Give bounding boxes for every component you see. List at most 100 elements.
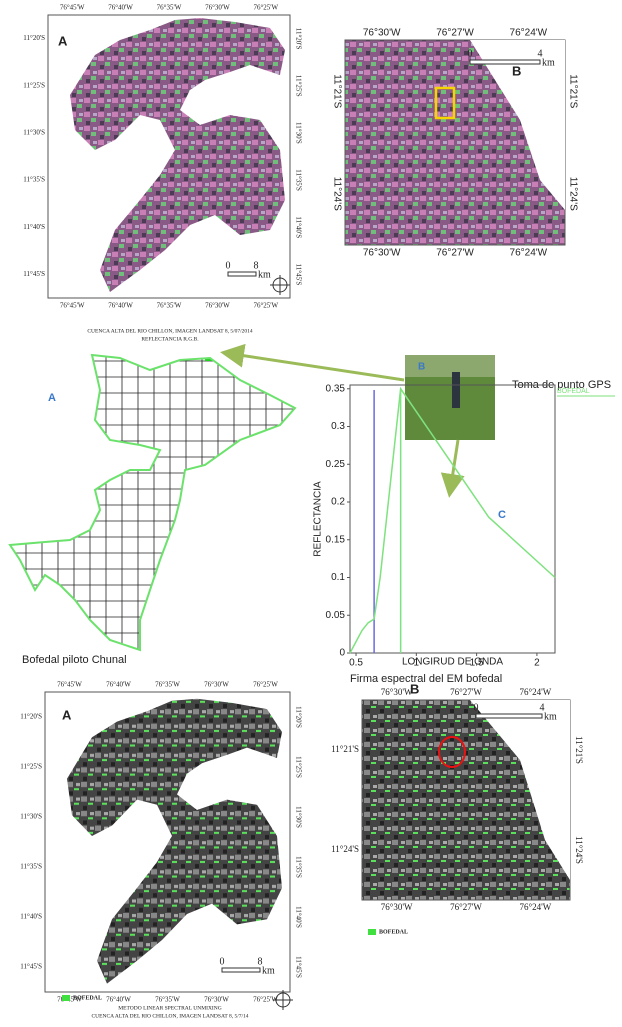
lon-label: 76°27'W <box>450 902 482 912</box>
photo-label: B <box>418 362 425 373</box>
lon-label: 76°25'W <box>253 302 278 310</box>
lat-label: 11°24'S <box>331 844 359 854</box>
lon-label: 76°24'W <box>519 902 551 912</box>
y-tick-label: 0 <box>339 648 345 659</box>
x-tick-label: 2 <box>534 658 540 669</box>
lat-label: 11°30'S <box>294 122 302 144</box>
map-caption: METODO LINEAR SPECTRAL UNMIXING <box>118 1005 221 1011</box>
grid-caption: Bofedal piloto Chunal <box>22 654 127 666</box>
map-label: A <box>58 33 68 48</box>
scale-bar <box>222 968 260 972</box>
lon-label: 76°25'W <box>253 681 278 689</box>
lat-label: 11°45'S <box>20 963 42 971</box>
legend-label: BOFEDAL <box>73 995 102 1001</box>
lat-label: 11°24'S <box>331 177 342 211</box>
lon-label: 76°40'W <box>106 996 131 1004</box>
lat-label: 11°45'S <box>294 264 302 286</box>
y-tick-label: 0.1 <box>331 572 345 583</box>
lat-label: 11°25'S <box>294 756 302 778</box>
lat-label: 11°45'S <box>23 270 45 278</box>
lat-label: 11°40'S <box>294 906 302 928</box>
lon-label: 76°30'W <box>381 687 413 697</box>
scale-bar <box>476 714 542 718</box>
lat-label: 11°25'S <box>23 81 45 89</box>
lon-label: 76°30'W <box>205 4 230 12</box>
lat-label: 11°20'S <box>20 713 42 721</box>
lon-label: 76°27'W <box>436 248 474 259</box>
lon-label: 76°30'W <box>204 681 229 689</box>
scale-label: 0 <box>226 260 231 271</box>
page: 76°45'W 76°45'W 76°40'W 76°40'W 76°35'W 76°35… <box>0 0 622 1027</box>
chart-caption: Firma espectral del EM bofedal <box>350 673 502 685</box>
lon-label: 76°30'W <box>363 28 401 39</box>
map-label: A <box>62 707 72 722</box>
scale-unit: km <box>544 711 557 722</box>
lon-label: 76°30'W <box>205 302 230 310</box>
lon-label: 76°30'W <box>381 902 413 912</box>
lat-label: 11°45'S <box>294 956 302 978</box>
basin-gray <box>67 699 282 984</box>
lon-label: 76°24'W <box>510 28 548 39</box>
lat-label: 11°30'S <box>20 813 42 821</box>
lon-label: 76°35'W <box>155 681 180 689</box>
lon-label: 76°40'W <box>106 681 131 689</box>
lon-label: 76°30'W <box>204 996 229 1004</box>
lon-label: 76°27'W <box>450 687 482 697</box>
y-axis-label: REFLECTANCIA <box>313 481 324 557</box>
lat-label: 11°21'S <box>331 74 342 108</box>
lon-label: 76°24'W <box>519 687 551 697</box>
y-tick-label: 0.3 <box>331 421 345 432</box>
scale-unit: km <box>258 269 271 280</box>
lat-label: 11°21'S <box>331 744 359 754</box>
lat-label: 11°35'S <box>294 856 302 878</box>
lat-label: 11°24'S <box>567 177 578 211</box>
y-tick-label: 0.05 <box>326 610 346 621</box>
figure: 76°45'W 76°45'W 76°40'W 76°40'W 76°35'W 76°35… <box>0 0 622 1027</box>
arrow <box>226 353 404 380</box>
scale-unit: km <box>542 57 555 68</box>
lat-label: 11°25'S <box>294 75 302 97</box>
scale-label: 0 <box>474 702 479 713</box>
legend-label: BOFEDAL <box>379 929 408 935</box>
map-label: B <box>512 63 521 78</box>
lon-label: 76°30'W <box>363 248 401 259</box>
lat-label: 11°24'S <box>574 836 584 864</box>
lon-label: 76°35'W <box>157 302 182 310</box>
x-tick-label: 0.5 <box>349 658 363 669</box>
lat-label: 11°35'S <box>23 176 45 184</box>
lat-label: 11°20'S <box>23 34 45 42</box>
map-caption: CUENCA ALTA DEL RIO CHILLON, IMAGEN LAND… <box>91 1013 248 1019</box>
lon-label: 76°40'W <box>108 4 133 12</box>
x-axis-label: LONGIRUD DE ONDA <box>402 657 503 668</box>
lon-label: 76°27'W <box>436 28 474 39</box>
lat-label: 11°40'S <box>20 913 42 921</box>
lon-label: 76°25'W <box>253 996 278 1004</box>
lon-label: 76°45'W <box>60 4 85 12</box>
lat-label: 11°20'S <box>294 28 302 50</box>
lat-label: 11°30'S <box>23 129 45 137</box>
y-tick-label: 0.15 <box>326 534 346 545</box>
lon-label: 76°45'W <box>57 681 82 689</box>
lat-label: 11°40'S <box>294 216 302 238</box>
legend-swatch <box>62 995 70 1001</box>
lon-label: 76°35'W <box>157 4 182 12</box>
lon-label: 76°25'W <box>253 4 278 12</box>
chart-label: C <box>498 509 506 521</box>
lon-label: 76°40'W <box>108 302 133 310</box>
lat-label: 11°21'S <box>574 736 584 764</box>
lon-label: 76°24'W <box>510 248 548 259</box>
y-tick-label: 0.35 <box>326 383 346 394</box>
photo-person <box>452 372 460 408</box>
scale-unit: km <box>262 965 275 976</box>
lon-label: 76°35'W <box>155 996 180 1004</box>
map-caption: REFLECTANCIA R.G.B. <box>141 336 199 342</box>
scale-bar <box>470 60 540 64</box>
lat-label: 11°35'S <box>294 169 302 191</box>
grid-label: A <box>48 392 56 404</box>
lat-label: 11°25'S <box>20 763 42 771</box>
lat-label: 11°40'S <box>23 223 45 231</box>
legend-label: BOFEDAL <box>557 388 590 395</box>
lat-label: 11°20'S <box>294 706 302 728</box>
map-caption: CUENCA ALTA DEL RIO CHILLON, IMAGEN LAND… <box>87 328 253 334</box>
legend-swatch <box>368 929 376 935</box>
